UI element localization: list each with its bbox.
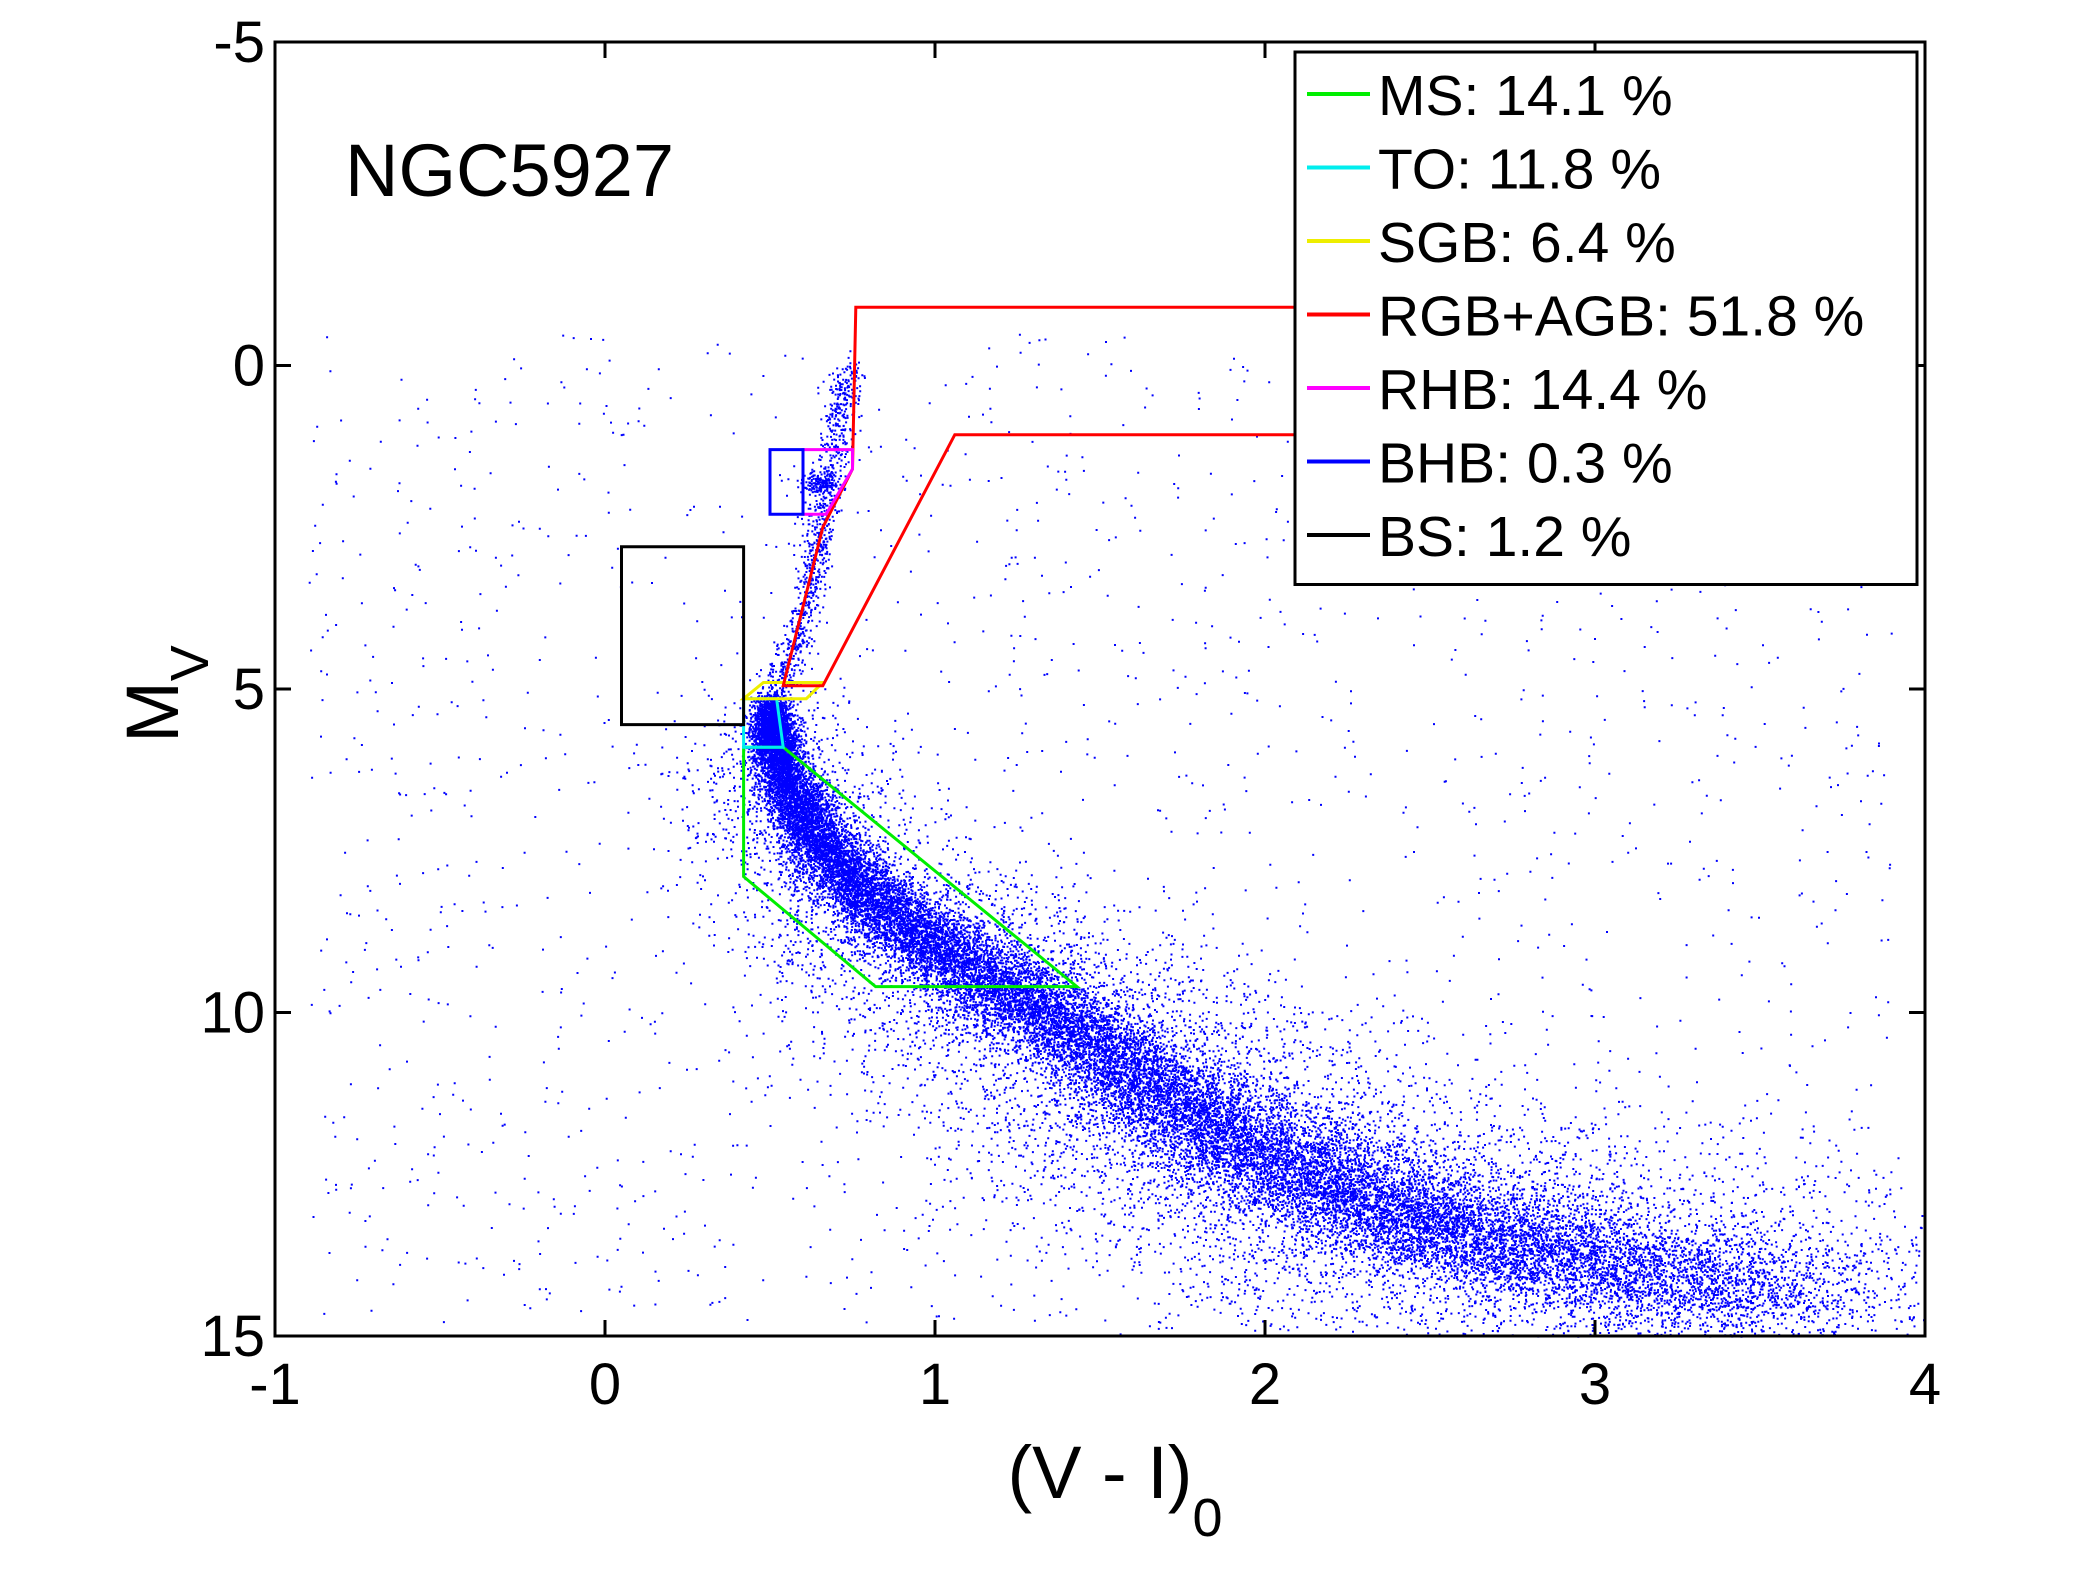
- x-axis-label-subscript: 0: [1192, 1488, 1222, 1548]
- legend: MS: 14.1 % TO: 11.8 % SGB: 6.4 % RGB+AGB: 5…: [1293, 50, 1919, 586]
- x-tick-label: 2: [1249, 1352, 1281, 1417]
- x-tick-label: -1: [249, 1352, 301, 1417]
- x-axis-label-main: (V - I): [1007, 1431, 1192, 1514]
- x-tick-label: 4: [1909, 1352, 1941, 1417]
- region-bs: [620, 545, 746, 727]
- y-tick-label: 15: [200, 1304, 265, 1369]
- legend-entry-label: TO: 11.8 %: [1378, 138, 1661, 202]
- x-tick-label: 1: [919, 1352, 951, 1417]
- y-tick-label: -5: [213, 10, 265, 75]
- axis-ticks-layer: -1 0 1 2 3 4 -5 0 5 10 15: [200, 10, 1941, 1417]
- y-axis-label-main: M: [111, 681, 194, 743]
- region-sgb: [739, 681, 827, 701]
- legend-entry-label: SGB: 6.4 %: [1378, 211, 1676, 275]
- legend-entry-label: BHB: 0.3 %: [1378, 432, 1673, 496]
- legend-entry-label: BS: 1.2 %: [1378, 505, 1631, 569]
- x-axis-label: (V - I)0: [1007, 1431, 1222, 1548]
- y-axis-label-subscript: V: [160, 645, 220, 681]
- x-tick-label: 3: [1579, 1352, 1611, 1417]
- legend-entry-label: MS: 14.1 %: [1378, 64, 1673, 128]
- x-tick-label: 0: [589, 1352, 621, 1417]
- legend-entry-label: RGB+AGB: 51.8 %: [1378, 285, 1864, 349]
- y-tick-label: 10: [200, 981, 265, 1046]
- region-bhb: [768, 448, 805, 516]
- y-tick-label: 0: [233, 334, 265, 399]
- y-axis-label: MV: [111, 645, 220, 743]
- legend-entry-label: RHB: 14.4 %: [1378, 358, 1707, 422]
- chart-title: NGC5927: [345, 129, 674, 212]
- y-tick-label: 5: [233, 657, 265, 722]
- legend-box: [1293, 50, 1919, 586]
